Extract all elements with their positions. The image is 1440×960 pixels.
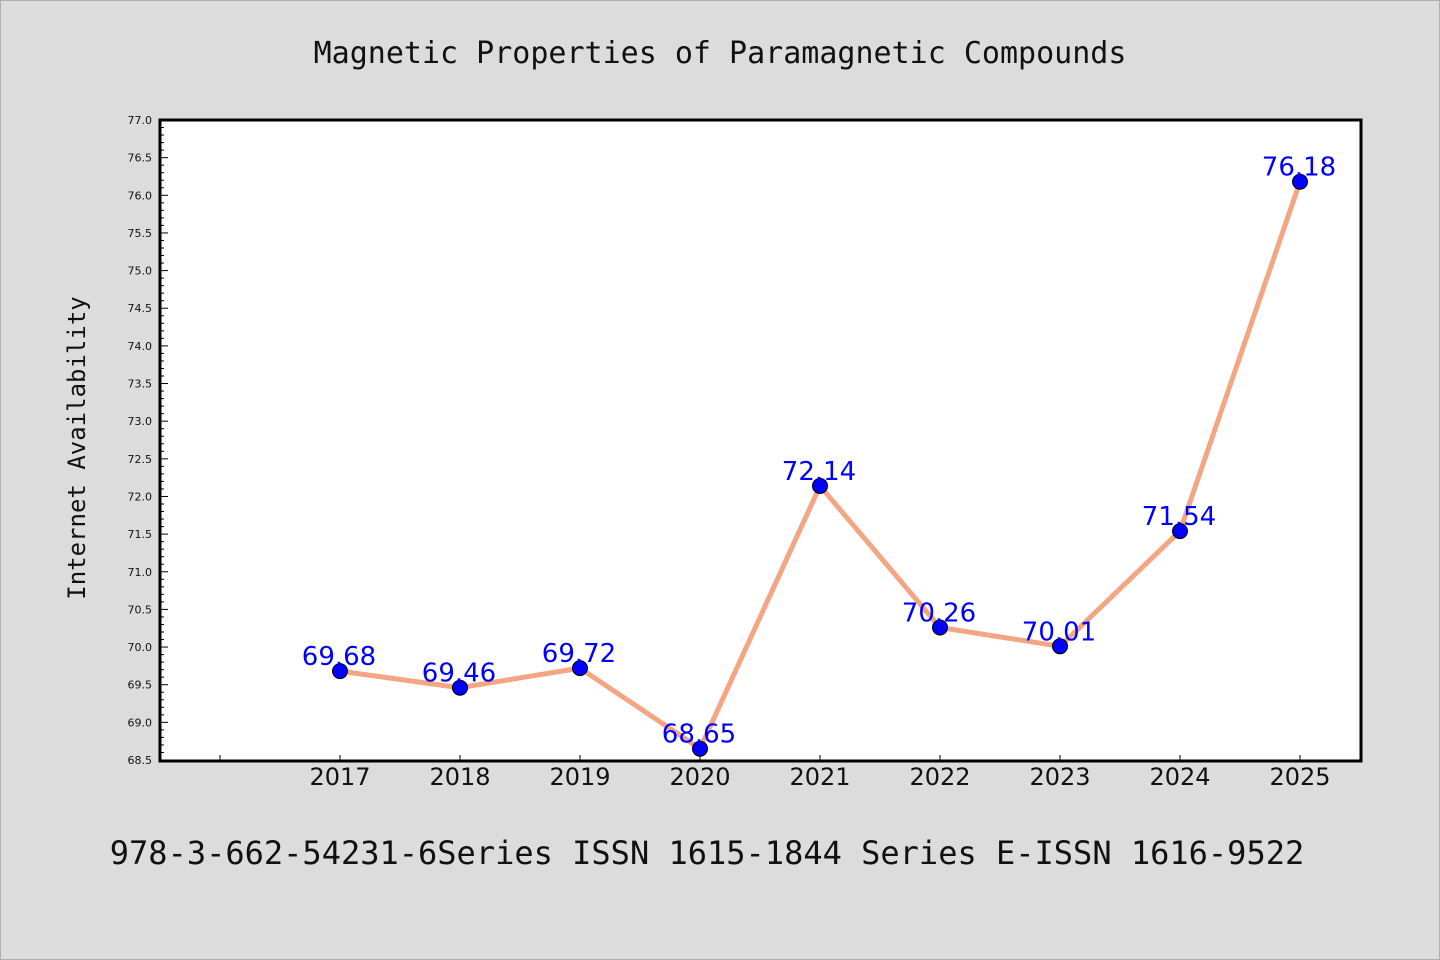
data-label: 71.54 [1142, 502, 1216, 532]
y-tick-label: 76.5 [128, 152, 153, 165]
plot-area [158, 118, 1363, 763]
y-tick-label: 74.5 [128, 302, 153, 315]
data-point [1292, 173, 1308, 190]
data-label: 69.72 [542, 639, 616, 669]
data-point [1172, 523, 1188, 540]
data-label: 69.68 [302, 642, 376, 672]
y-tick-label: 72.0 [128, 490, 153, 503]
data-point [452, 679, 468, 696]
data-point [572, 660, 588, 677]
data-label: 70.26 [902, 598, 976, 628]
data-point [1052, 638, 1068, 655]
y-tick-label: 68.5 [128, 754, 153, 767]
data-point [932, 619, 948, 636]
y-tick-label: 73.0 [128, 415, 153, 428]
y-tick-label: 71.5 [128, 528, 153, 541]
x-tick-label: 2024 [1149, 763, 1210, 791]
data-label: 69.46 [422, 659, 496, 689]
series-layer [332, 173, 1308, 757]
y-tick-label: 69.0 [128, 716, 153, 729]
y-tick-label: 74.0 [128, 340, 153, 353]
y-tick-label: 70.0 [128, 641, 153, 654]
chart-title: Magnetic Properties of Paramagnetic Comp… [314, 36, 1127, 71]
y-tick-label: 77.0 [128, 114, 153, 127]
y-tick-label: 69.5 [128, 679, 153, 692]
y-tick-label: 72.5 [128, 453, 153, 466]
x-tick-label: 2021 [789, 763, 850, 791]
y-tick-label: 76.0 [128, 189, 153, 202]
data-point [692, 740, 708, 757]
x-tick-label: 2020 [669, 763, 730, 791]
x-tick-label: 2017 [309, 763, 370, 791]
x-tick-label: 2025 [1269, 763, 1330, 791]
x-tick-label: 2019 [549, 763, 610, 791]
y-axis-label: Internet Availability [63, 296, 91, 599]
y-tick-label: 73.5 [128, 378, 153, 391]
y-tick-label: 70.5 [128, 603, 153, 616]
data-labels: 69.68 69.46 69.72 68.65 72.14 70.26 70.01 71.54… [302, 153, 1336, 750]
data-label: 76.18 [1262, 153, 1336, 183]
data-label: 68.65 [662, 720, 736, 750]
x-axis: 2017 2018 2019 2020 2021 2022 2023 2024 2025 [219, 755, 1331, 791]
y-tick-label: 71.0 [128, 566, 153, 579]
footer-text: 978-3-662-54231-6Series ISSN 1615-1844 S… [110, 834, 1304, 872]
data-point [812, 477, 828, 494]
x-tick-label: 2018 [429, 763, 490, 791]
y-axis: 68.5 69.0 69.5 70.0 70.5 71.0 71.5 72.0 72.5 73.0… [128, 114, 168, 767]
x-tick-label: 2022 [909, 763, 970, 791]
data-point [332, 663, 348, 680]
data-label: 70.01 [1022, 617, 1096, 647]
x-tick-label: 2023 [1029, 763, 1090, 791]
data-label: 72.14 [782, 457, 856, 487]
y-tick-label: 75.0 [128, 265, 153, 278]
y-tick-label: 75.5 [128, 227, 153, 240]
